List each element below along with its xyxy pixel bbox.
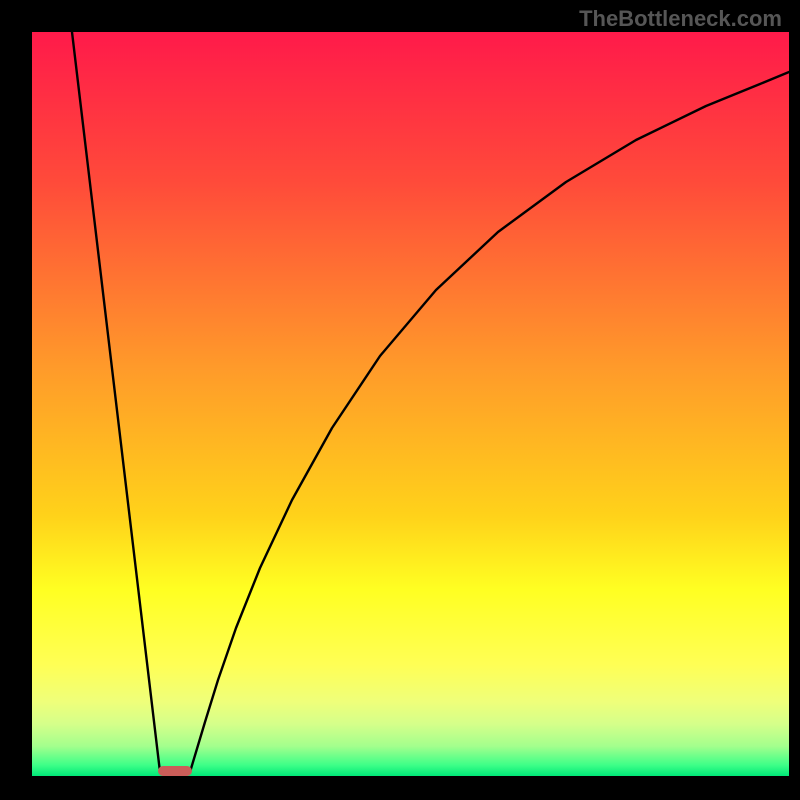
chart-container: TheBottleneck.com bbox=[0, 0, 800, 800]
left-line bbox=[72, 32, 160, 772]
min-marker bbox=[158, 766, 192, 776]
watermark-text: TheBottleneck.com bbox=[579, 6, 782, 32]
curve-layer bbox=[0, 0, 800, 800]
right-curve bbox=[190, 72, 789, 772]
